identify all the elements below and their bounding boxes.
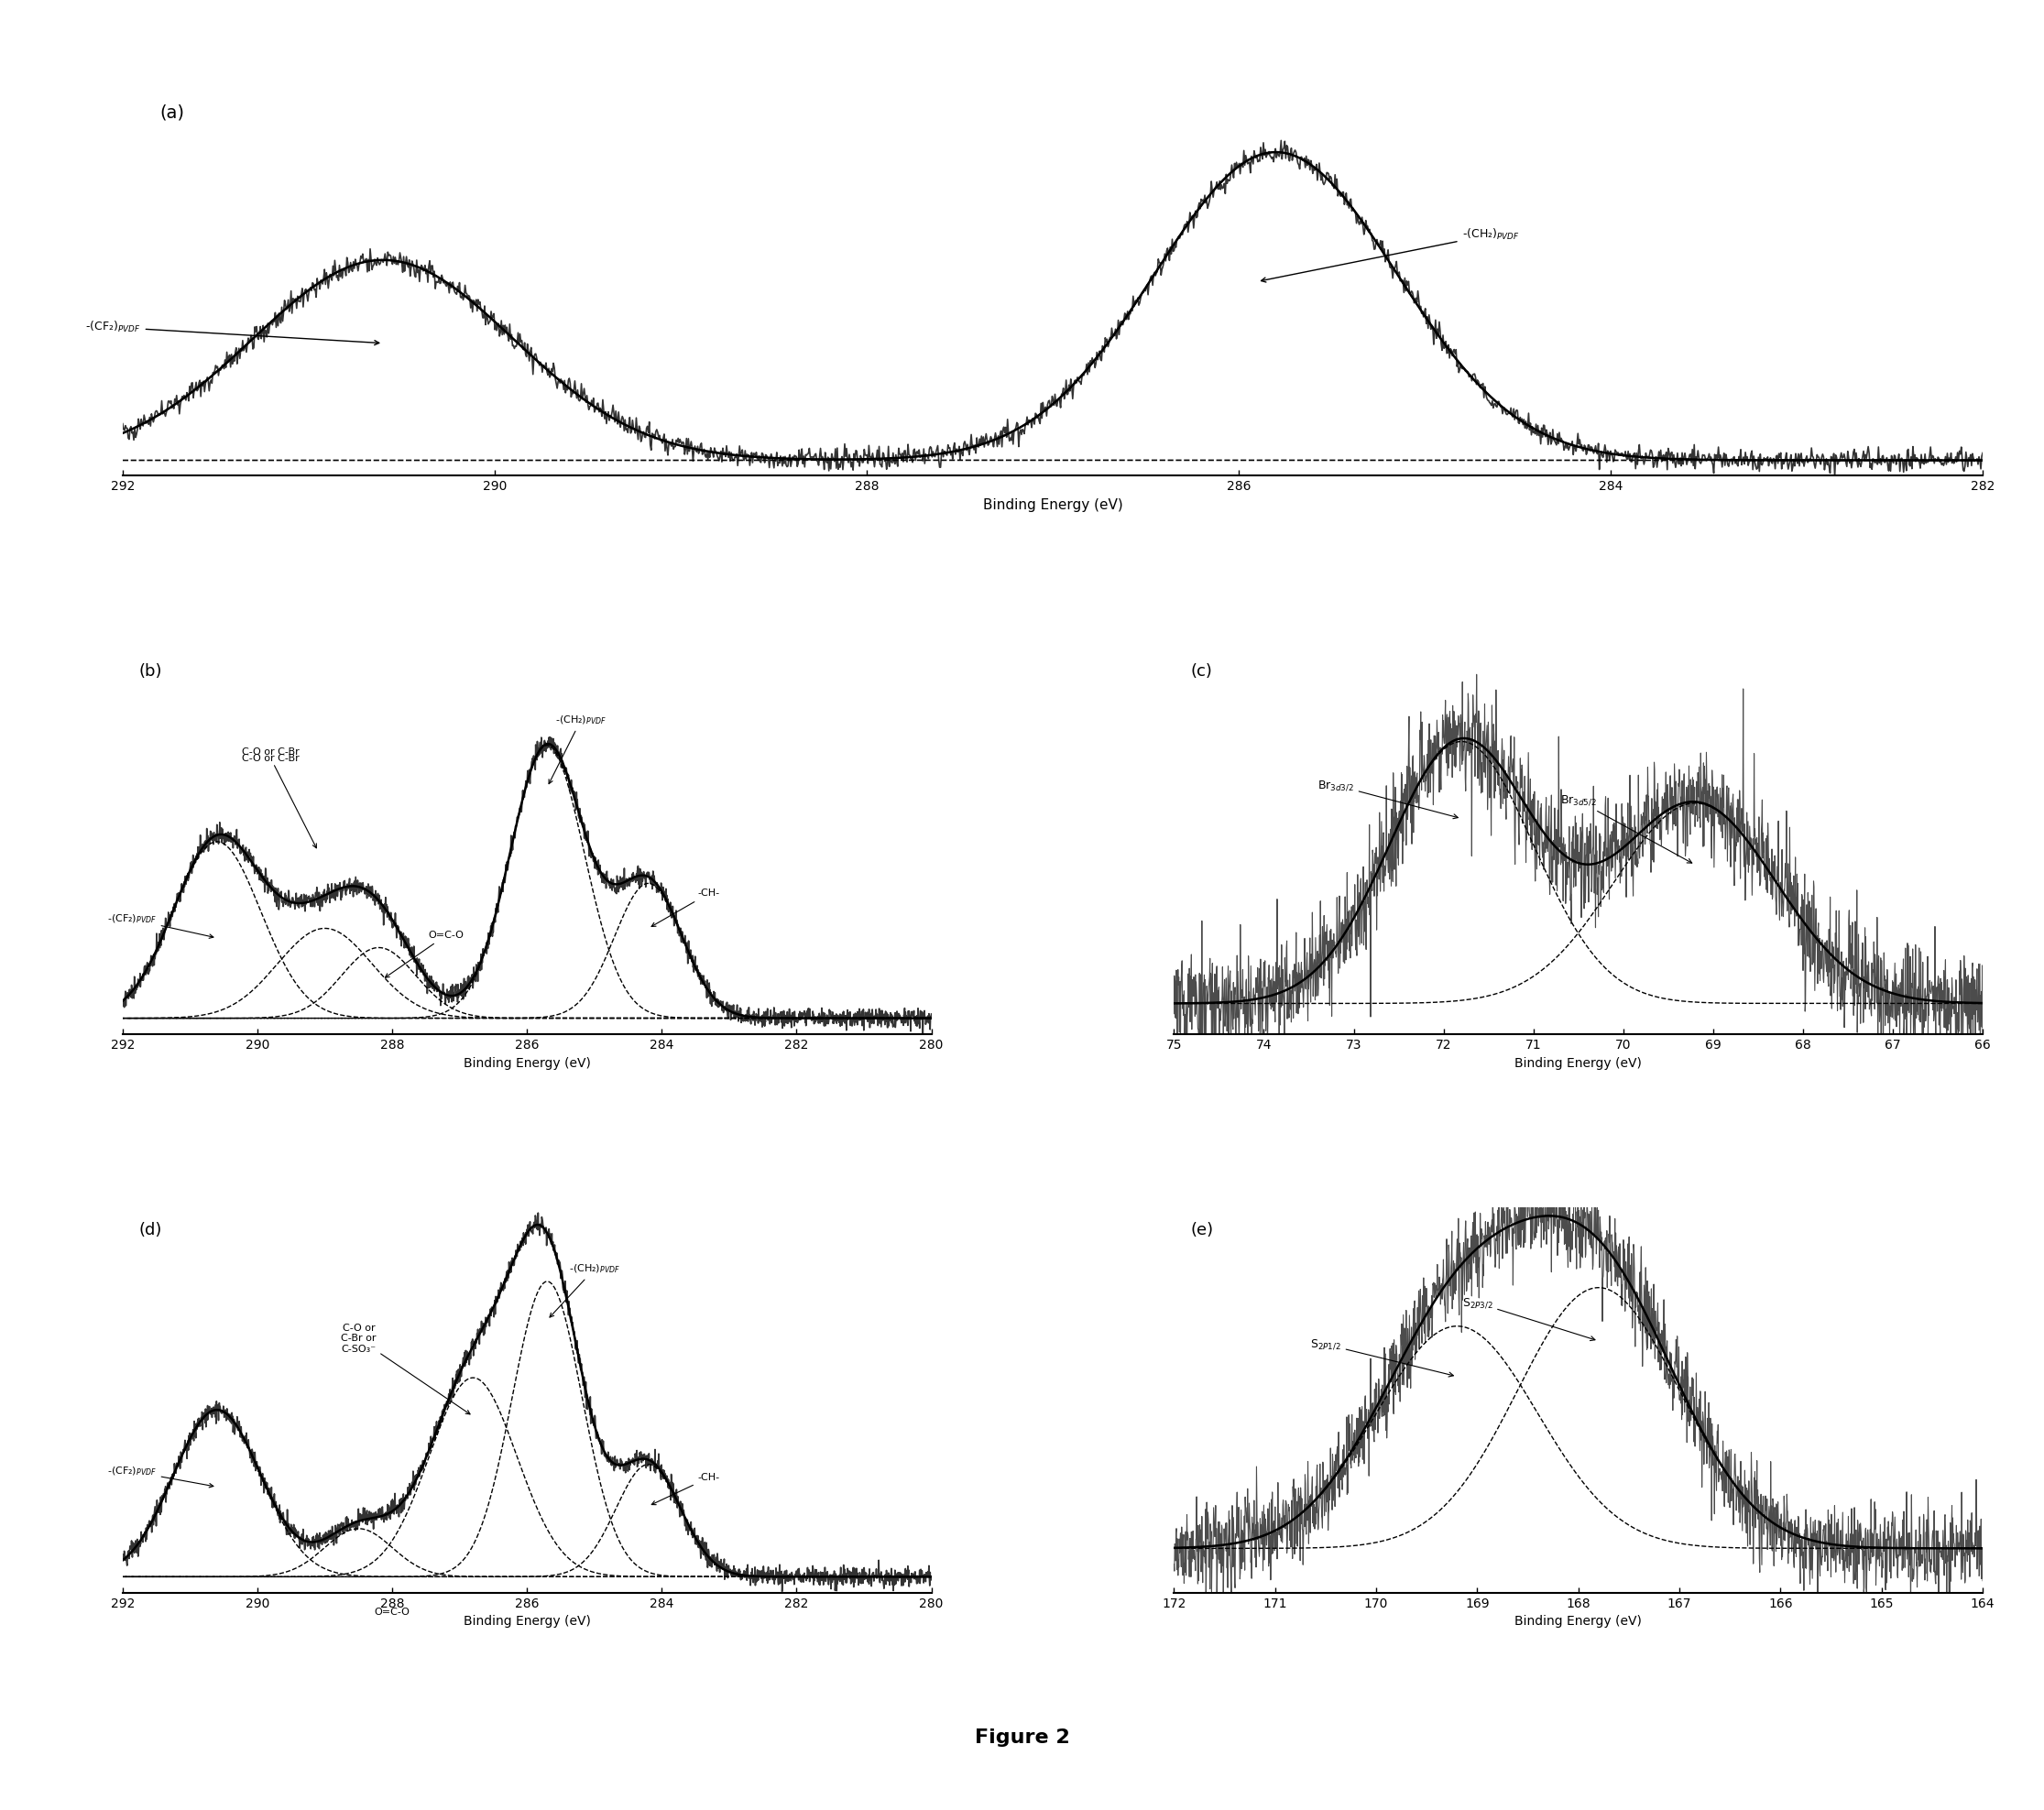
Text: -(CH₂)$_{PVDF}$: -(CH₂)$_{PVDF}$ — [550, 713, 607, 784]
Text: (d): (d) — [139, 1222, 161, 1238]
Text: C-O or C-Br: C-O or C-Br — [241, 755, 317, 849]
Text: -(CF₂)$_{PVDF}$: -(CF₂)$_{PVDF}$ — [106, 1464, 213, 1488]
Text: S$_{2P1/2}$: S$_{2P1/2}$ — [1310, 1338, 1453, 1377]
Text: -(CH₂)$_{PVDF}$: -(CH₂)$_{PVDF}$ — [1261, 228, 1519, 282]
Text: -CH-: -CH- — [652, 889, 719, 927]
Text: -CH-: -CH- — [652, 1473, 719, 1504]
X-axis label: Binding Energy (eV): Binding Energy (eV) — [464, 1057, 591, 1070]
Text: -(CF₂)$_{PVDF}$: -(CF₂)$_{PVDF}$ — [86, 320, 378, 346]
Text: (e): (e) — [1190, 1222, 1214, 1238]
Text: (c): (c) — [1190, 662, 1212, 681]
Text: (b): (b) — [139, 662, 161, 681]
Text: (a): (a) — [159, 103, 184, 121]
X-axis label: Binding Energy (eV): Binding Energy (eV) — [1515, 1615, 1641, 1627]
Text: Figure 2: Figure 2 — [975, 1729, 1069, 1747]
Text: O=C-O: O=C-O — [384, 930, 464, 977]
Text: Br$_{3d5/2}$: Br$_{3d5/2}$ — [1560, 795, 1692, 863]
X-axis label: Binding Energy (eV): Binding Energy (eV) — [1515, 1057, 1641, 1070]
Text: C-O or
C-Br or
C-SO₃⁻: C-O or C-Br or C-SO₃⁻ — [341, 1323, 470, 1414]
Text: S$_{2P3/2}$: S$_{2P3/2}$ — [1461, 1296, 1594, 1341]
Text: C-O or C-Br: C-O or C-Br — [241, 748, 300, 757]
X-axis label: Binding Energy (eV): Binding Energy (eV) — [983, 498, 1122, 512]
Text: Br$_{3d3/2}$: Br$_{3d3/2}$ — [1318, 778, 1457, 818]
X-axis label: Binding Energy (eV): Binding Energy (eV) — [464, 1615, 591, 1627]
Text: -(CF₂)$_{PVDF}$: -(CF₂)$_{PVDF}$ — [106, 912, 213, 938]
Text: -(CH₂)$_{PVDF}$: -(CH₂)$_{PVDF}$ — [550, 1263, 619, 1318]
Text: O=C-O: O=C-O — [374, 1607, 411, 1616]
